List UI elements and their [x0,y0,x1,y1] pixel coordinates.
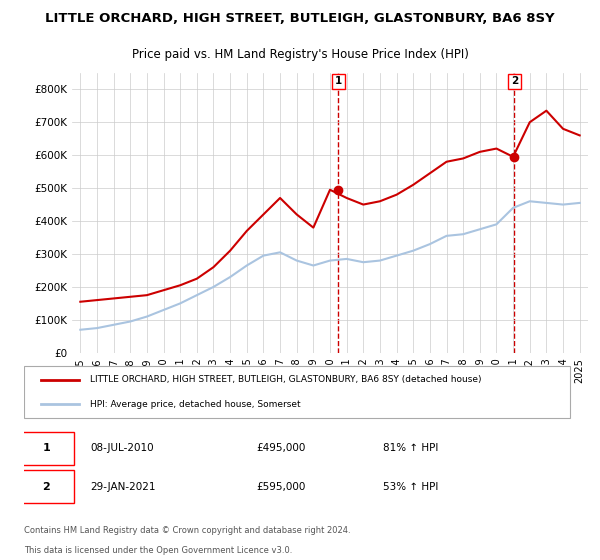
Text: 1: 1 [42,444,50,454]
Text: LITTLE ORCHARD, HIGH STREET, BUTLEIGH, GLASTONBURY, BA6 8SY (detached house): LITTLE ORCHARD, HIGH STREET, BUTLEIGH, G… [90,375,482,384]
Text: 2: 2 [42,482,50,492]
FancyBboxPatch shape [19,432,74,465]
Text: This data is licensed under the Open Government Licence v3.0.: This data is licensed under the Open Gov… [24,545,292,555]
FancyBboxPatch shape [19,470,74,503]
Text: Contains HM Land Registry data © Crown copyright and database right 2024.: Contains HM Land Registry data © Crown c… [24,526,350,535]
Text: 29-JAN-2021: 29-JAN-2021 [90,482,156,492]
Text: £595,000: £595,000 [256,482,305,492]
Text: LITTLE ORCHARD, HIGH STREET, BUTLEIGH, GLASTONBURY, BA6 8SY: LITTLE ORCHARD, HIGH STREET, BUTLEIGH, G… [45,12,555,25]
Text: £495,000: £495,000 [256,444,305,454]
Text: 53% ↑ HPI: 53% ↑ HPI [383,482,438,492]
Text: HPI: Average price, detached house, Somerset: HPI: Average price, detached house, Some… [90,400,301,409]
Text: 08-JUL-2010: 08-JUL-2010 [90,444,154,454]
Text: 81% ↑ HPI: 81% ↑ HPI [383,444,438,454]
Text: Price paid vs. HM Land Registry's House Price Index (HPI): Price paid vs. HM Land Registry's House … [131,48,469,61]
FancyBboxPatch shape [24,366,571,418]
Text: 1: 1 [335,76,342,86]
Text: 2: 2 [511,76,518,86]
